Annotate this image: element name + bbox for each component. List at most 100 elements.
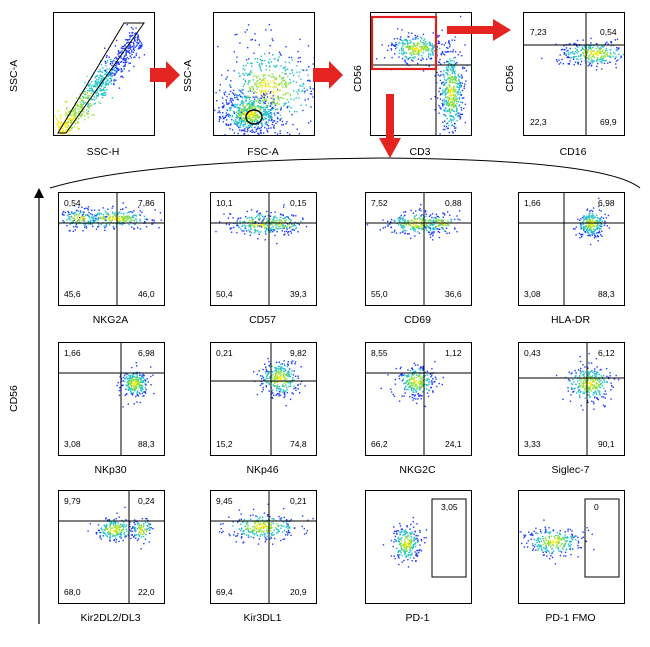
- event-dot: [269, 86, 271, 88]
- event-dot: [103, 92, 106, 94]
- event-dot: [122, 45, 125, 48]
- event-dot: [600, 216, 603, 218]
- event-dot: [595, 47, 597, 50]
- event-dot: [589, 233, 591, 236]
- event-dot: [233, 120, 235, 122]
- event-dot: [432, 378, 434, 380]
- event-dot: [272, 378, 274, 380]
- event-dot: [94, 102, 97, 105]
- event-dot: [418, 394, 420, 396]
- event-dot: [254, 223, 256, 225]
- event-dot: [232, 99, 234, 101]
- event-dot: [249, 124, 251, 126]
- event-dot: [602, 51, 604, 54]
- event-dot: [57, 110, 60, 113]
- event-dot: [430, 375, 432, 378]
- event-dot: [413, 397, 415, 400]
- event-dot: [457, 101, 460, 103]
- event-dot: [240, 120, 243, 123]
- event-dot: [449, 68, 452, 71]
- event-dot: [413, 218, 415, 220]
- event-dot: [280, 96, 282, 99]
- event-dot: [456, 92, 458, 94]
- event-dot: [72, 113, 74, 116]
- event-dot: [405, 62, 407, 64]
- event-dot: [405, 223, 407, 226]
- event-dot: [118, 63, 120, 65]
- event-dot: [139, 46, 142, 48]
- event-dot: [404, 59, 406, 61]
- event-dot: [265, 114, 267, 116]
- event-dot: [406, 43, 408, 46]
- event-dot: [447, 78, 449, 80]
- event-dot: [454, 79, 456, 81]
- event-dot: [118, 51, 120, 53]
- event-dot: [590, 58, 593, 61]
- event-dot: [244, 31, 246, 33]
- event-dot: [242, 119, 244, 122]
- event-dot: [251, 38, 254, 41]
- lymphocyte-gate: [245, 109, 263, 125]
- event-dot: [244, 224, 246, 226]
- event-dot: [136, 387, 138, 389]
- event-dot: [95, 75, 97, 78]
- event-dot: [580, 63, 582, 66]
- event-dot: [225, 78, 227, 80]
- event-dot: [218, 107, 220, 109]
- event-dot: [425, 46, 428, 49]
- event-dot: [272, 226, 274, 228]
- event-dot: [580, 226, 582, 228]
- event-dot: [242, 106, 245, 108]
- event-dot: [122, 380, 124, 382]
- event-dot: [276, 384, 278, 387]
- event-dot: [402, 49, 405, 51]
- event-dot: [280, 371, 283, 374]
- event-dot: [260, 123, 263, 125]
- event-dot: [273, 382, 276, 385]
- event-dot: [293, 370, 295, 372]
- event-dot: [391, 56, 393, 59]
- event-dot: [284, 216, 287, 219]
- event-dot: [461, 113, 464, 116]
- event-dot: [448, 81, 451, 83]
- event-dot: [142, 395, 144, 397]
- event-dot: [289, 398, 292, 401]
- event-dot: [238, 122, 241, 124]
- event-dot: [574, 47, 577, 49]
- event-dot: [593, 221, 595, 224]
- event-dot: [414, 38, 416, 40]
- event-dot: [140, 378, 143, 380]
- event-dot: [258, 101, 260, 104]
- event-dot: [75, 114, 77, 117]
- event-dot: [451, 105, 454, 107]
- event-dot: [447, 211, 449, 213]
- event-dot: [262, 75, 265, 78]
- event-dot: [275, 224, 277, 226]
- event-dot: [265, 107, 267, 109]
- event-dot: [289, 93, 291, 95]
- event-dot: [592, 207, 595, 209]
- event-dot: [427, 231, 429, 233]
- event-dot: [117, 53, 119, 56]
- event-dot: [68, 130, 70, 132]
- event-dot: [420, 50, 422, 52]
- event-dot: [454, 227, 456, 229]
- event-dot: [245, 100, 247, 103]
- event-dot: [152, 374, 154, 376]
- event-dot: [413, 48, 416, 50]
- event-dot: [103, 225, 105, 227]
- event-dot: [260, 107, 262, 109]
- event-dot: [283, 67, 285, 69]
- event-dot: [460, 85, 463, 87]
- event-dot: [141, 211, 143, 213]
- event-dot: [404, 60, 406, 63]
- event-dot: [264, 81, 266, 83]
- event-dot: [442, 81, 444, 83]
- event-dot: [144, 391, 147, 393]
- event-dot: [91, 216, 93, 218]
- event-dot: [444, 109, 446, 111]
- event-dot: [455, 100, 458, 102]
- event-dot: [125, 54, 127, 56]
- quadrant-ll: 55,0: [371, 289, 388, 299]
- event-dot: [242, 85, 244, 87]
